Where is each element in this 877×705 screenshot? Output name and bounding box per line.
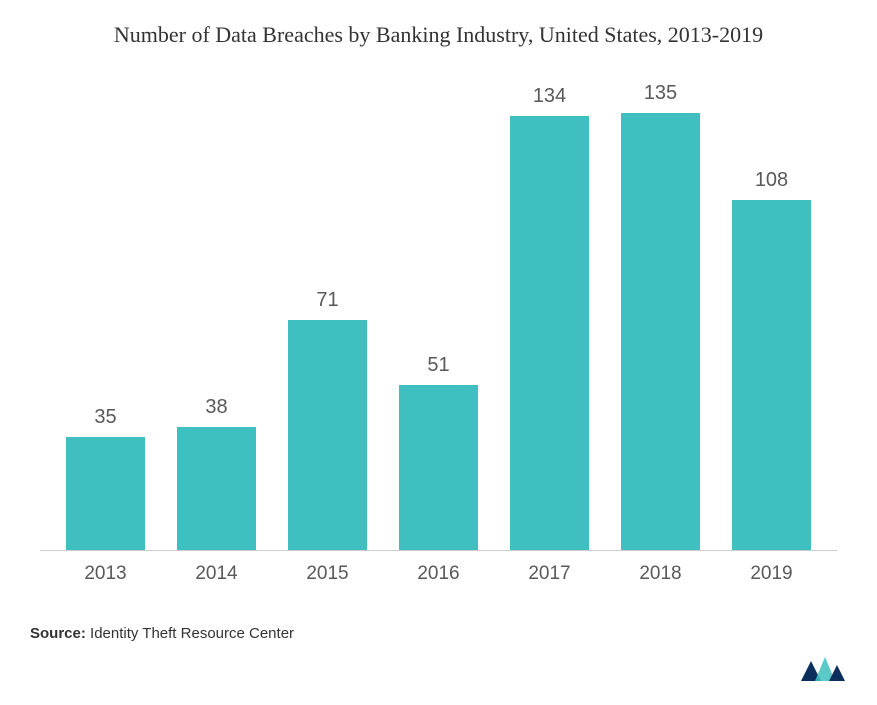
source-attribution: Source: Identity Theft Resource Center	[30, 625, 847, 642]
x-axis-label: 2014	[161, 563, 272, 585]
source-text: Identity Theft Resource Center	[90, 625, 294, 642]
bar-group: 134	[494, 81, 605, 550]
x-axis: 2013201420152016201720182019	[40, 563, 837, 585]
bar	[399, 385, 479, 550]
bar-value-label: 134	[533, 85, 566, 108]
x-axis-label: 2013	[50, 563, 161, 585]
bar	[621, 113, 701, 550]
chart-title: Number of Data Breaches by Banking Indus…	[30, 20, 847, 51]
bar-value-label: 108	[755, 169, 788, 192]
bar	[288, 320, 368, 550]
bar	[732, 200, 812, 549]
chart-plot-area: 35 38 71 51 134 135 108	[40, 81, 837, 551]
bar-value-label: 135	[644, 82, 677, 105]
bar-group: 35	[50, 81, 161, 550]
bar-value-label: 38	[205, 396, 227, 419]
bar-value-label: 71	[316, 289, 338, 312]
bar-group: 51	[383, 81, 494, 550]
x-axis-label: 2018	[605, 563, 716, 585]
bar	[177, 427, 257, 550]
x-axis-label: 2017	[494, 563, 605, 585]
bar-group: 108	[716, 81, 827, 550]
x-axis-label: 2019	[716, 563, 827, 585]
bar-group: 135	[605, 81, 716, 550]
bar-value-label: 51	[427, 354, 449, 377]
brand-logo-icon	[799, 653, 847, 683]
x-axis-label: 2016	[383, 563, 494, 585]
bar	[510, 116, 590, 549]
x-axis-label: 2015	[272, 563, 383, 585]
bar	[66, 437, 146, 550]
source-label: Source:	[30, 625, 86, 642]
bar-value-label: 35	[94, 406, 116, 429]
bar-group: 71	[272, 81, 383, 550]
bar-group: 38	[161, 81, 272, 550]
